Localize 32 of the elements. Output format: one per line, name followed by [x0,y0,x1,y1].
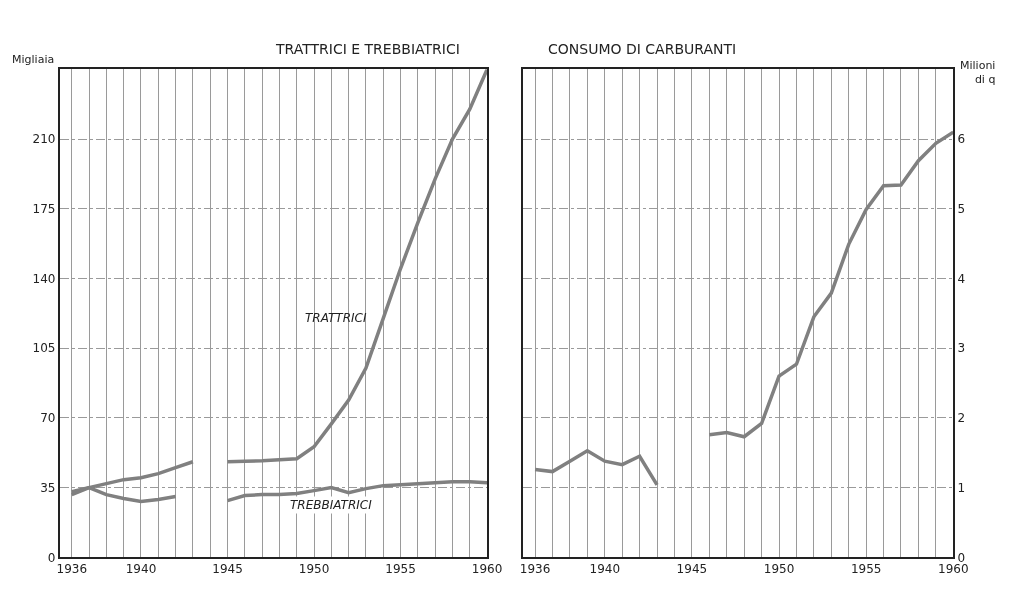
y-tick-label: 0 [47,550,56,565]
y2-tick-label: 2 [957,411,966,426]
y-tick-label: 210 [32,132,56,147]
x-tick-label: 1940 [125,562,157,577]
y2-tick-label: 0 [957,550,966,565]
y2-tick-label: 3 [957,341,966,356]
x-tick-label: 1936 [519,562,551,577]
y-tick-label: 105 [32,341,56,356]
y2-tick-label: 4 [957,271,966,286]
series-label: TRATTRICI [305,311,367,325]
x-tick-label: 1960 [937,562,969,577]
chart-title: TRATTRICI E TREBBIATRICI [275,41,460,57]
x-tick-label: 1955 [385,562,416,577]
series-label: TREBBIATRICI [290,498,373,512]
x-tick-label: 1945 [212,562,243,577]
y2-axis-title: Milioni di q [960,59,996,87]
y2-tick-label: 6 [957,132,966,147]
y-axis-title: Migliaia [12,53,55,66]
y-tick-label: 70 [40,411,56,426]
y2-tick-label: 5 [957,201,966,216]
y-tick-label: 175 [32,201,56,216]
y-tick-label: 140 [32,271,56,286]
x-tick-label: 1960 [471,562,503,577]
y-tick-label: 35 [40,480,56,495]
x-tick-label: 1936 [56,562,88,577]
x-tick-label: 1955 [850,562,882,577]
x-tick-label: 1950 [298,562,330,577]
x-tick-label: 1940 [589,562,621,577]
x-tick-label: 1945 [676,562,708,577]
x-tick-label: 1950 [763,562,795,577]
y2-tick-label: 1 [957,480,966,495]
chart-title: CONSUMO DI CARBURANTI [548,41,737,57]
